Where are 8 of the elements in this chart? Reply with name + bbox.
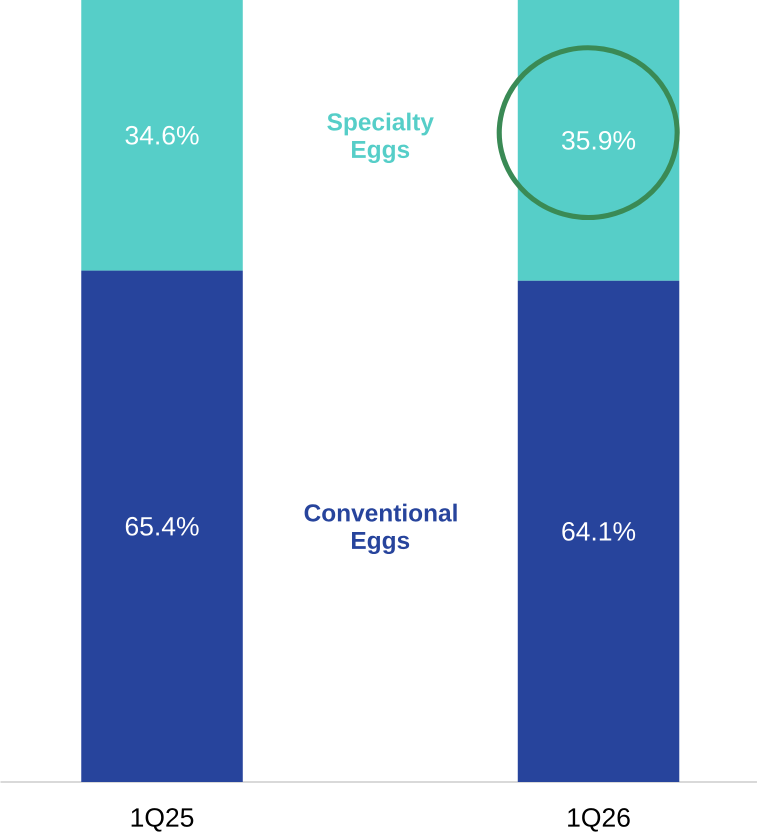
data-label: 65.4% xyxy=(126,516,198,536)
data-label: 35.9% xyxy=(562,130,635,150)
text: Specialty Eggs xyxy=(327,112,434,164)
text: Conventional Eggs xyxy=(304,504,456,554)
x-tick-label: 1Q25 xyxy=(131,808,194,832)
data-label: 64.1% xyxy=(562,522,635,541)
data-label: 34.6% xyxy=(125,126,198,145)
x-tick-label: 1Q26 xyxy=(568,808,630,832)
